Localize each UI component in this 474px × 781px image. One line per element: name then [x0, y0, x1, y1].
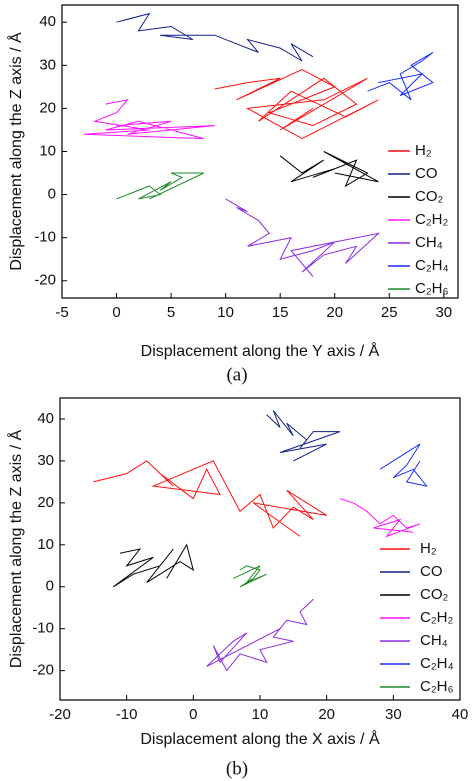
y-tick-label: 10 — [37, 536, 54, 553]
y-tick-label: -20 — [32, 662, 54, 679]
x-tick-label: 30 — [435, 304, 452, 321]
trajectory — [206, 598, 314, 672]
y-tick-label: 40 — [37, 410, 54, 427]
x-axis-label: Displacement along the X axis / Å — [140, 729, 380, 748]
caption: (b) — [226, 758, 248, 779]
x-tick-label: 20 — [326, 304, 343, 321]
trajectory — [233, 565, 267, 588]
trajectory — [214, 69, 379, 140]
y-tick-label: -10 — [34, 229, 56, 246]
legend-label: C₂H₆ — [415, 280, 449, 297]
y-tick-label: 30 — [37, 452, 54, 469]
trajectory — [116, 172, 205, 200]
x-tick-label: -10 — [116, 706, 138, 723]
trajectory — [266, 410, 341, 462]
y-axis-label: Displacement along the Z axis / Å — [6, 32, 25, 271]
y-tick-label: 20 — [37, 494, 54, 511]
legend-label: H₂ — [415, 142, 432, 159]
x-tick-label: 10 — [217, 304, 234, 321]
legend-label: C₂H₂ — [420, 609, 453, 626]
y-tick-label: 0 — [48, 186, 56, 203]
legend-label: CH₄ — [415, 234, 443, 251]
y-tick-label: 20 — [39, 99, 56, 116]
x-tick-label: 20 — [318, 706, 335, 723]
caption: (a) — [226, 364, 247, 385]
y-tick-label: -20 — [34, 272, 56, 289]
y-tick-label: 10 — [39, 142, 56, 159]
legend-label: C₂H₆ — [420, 678, 454, 695]
y-tick-label: 30 — [39, 56, 56, 73]
y-tick-label: 0 — [46, 578, 54, 595]
x-tick-label: 10 — [252, 706, 269, 723]
trajectory — [225, 198, 381, 277]
x-tick-label: 0 — [112, 304, 120, 321]
trajectory — [279, 151, 379, 188]
trajectory — [116, 12, 314, 62]
legend-label: H₂ — [420, 540, 437, 557]
x-tick-label: 5 — [167, 304, 175, 321]
trajectory — [93, 460, 327, 537]
x-tick-label: 25 — [381, 304, 398, 321]
trajectory — [83, 99, 215, 140]
x-tick-label: -20 — [49, 706, 71, 723]
y-tick-label: 40 — [39, 13, 56, 30]
x-tick-label: 40 — [452, 706, 469, 723]
x-tick-label: 30 — [385, 706, 402, 723]
legend-label: C₂H₄ — [420, 655, 454, 672]
legend-label: CO — [420, 563, 443, 580]
x-axis-label: Displacement along the Y axis / Å — [141, 341, 380, 360]
legend-label: CO₂ — [415, 188, 444, 205]
trajectory — [113, 543, 195, 588]
trajectory — [367, 51, 434, 101]
legend-label: CH₄ — [420, 632, 448, 649]
trajectory — [379, 443, 428, 487]
trajectory — [339, 498, 421, 538]
x-tick-label: -5 — [55, 304, 68, 321]
legend-label: CO₂ — [420, 586, 449, 603]
legend-label: C₂H₂ — [415, 211, 448, 228]
x-tick-label: 0 — [189, 706, 197, 723]
x-tick-label: 15 — [272, 304, 289, 321]
y-axis-label: Displacement along the Z axis / Å — [6, 430, 25, 669]
legend-label: C₂H₄ — [415, 257, 449, 274]
y-tick-label: -10 — [32, 620, 54, 637]
legend-label: CO — [415, 165, 438, 182]
